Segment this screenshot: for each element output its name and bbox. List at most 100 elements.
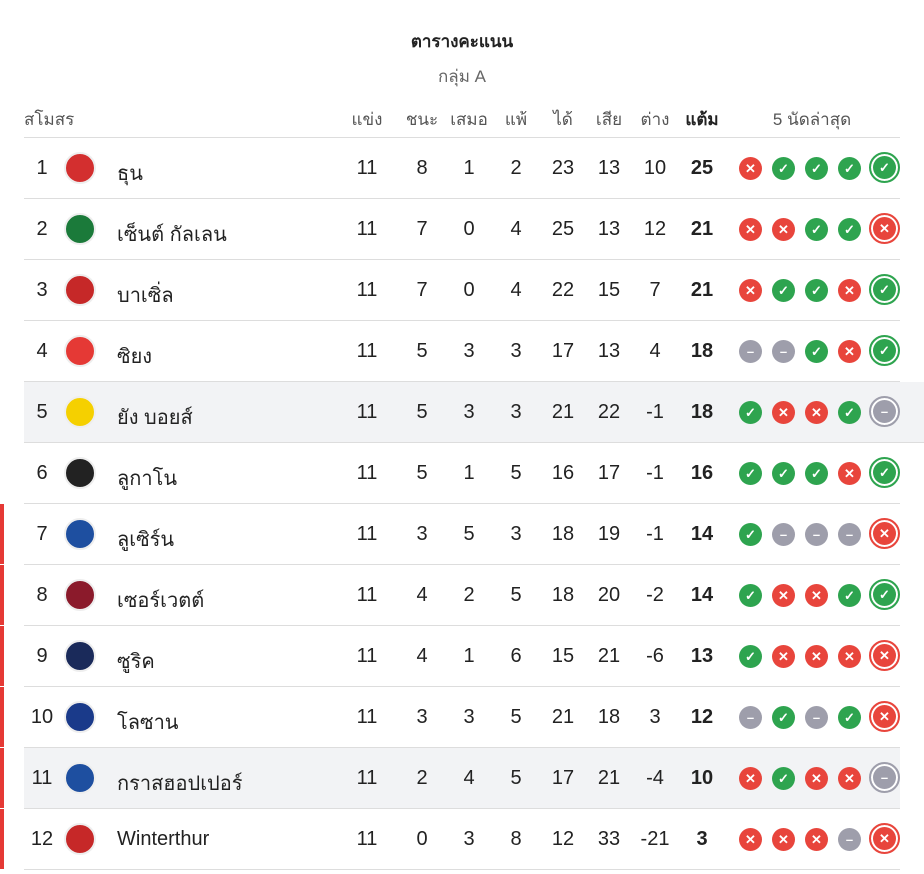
table-row[interactable]: 2 เซ็นต์ กัลเลน 11 7 0 4 25 13 12 21 ✕ ✕ ✓ ✓ ✕ <box>24 199 900 260</box>
win-icon[interactable]: ✓ <box>772 157 795 180</box>
win-icon[interactable]: ✓ <box>838 584 861 607</box>
draw-icon[interactable]: – <box>805 523 828 546</box>
table-row[interactable]: 9 ซูริค 11 4 1 6 15 21 -6 13 ✓ ✕ ✕ ✕ ✕ <box>0 626 900 687</box>
stat-ga: 19 <box>597 523 621 545</box>
table-row[interactable]: 5 ยัง บอยส์ 11 5 3 3 21 22 -1 18 ✓ ✕ ✕ ✓ – <box>24 382 924 443</box>
club-name[interactable]: ซูริค <box>117 651 155 673</box>
loss-icon[interactable]: ✕ <box>838 462 861 485</box>
draw-icon[interactable]: – <box>838 523 861 546</box>
loss-icon[interactable]: ✕ <box>869 518 900 549</box>
win-icon[interactable]: ✓ <box>772 279 795 302</box>
win-icon[interactable]: ✓ <box>805 218 828 241</box>
club-name[interactable]: ยัง บอยส์ <box>117 407 193 429</box>
win-icon[interactable]: ✓ <box>869 152 900 183</box>
win-icon[interactable]: ✓ <box>805 462 828 485</box>
stat-w: 4 <box>416 584 428 606</box>
draw-icon[interactable]: – <box>739 340 762 363</box>
loss-icon[interactable]: ✕ <box>772 645 795 668</box>
win-icon[interactable]: ✓ <box>772 767 795 790</box>
club-name[interactable]: ธุน <box>117 163 143 185</box>
loss-icon[interactable]: ✕ <box>869 213 900 244</box>
loss-icon[interactable]: ✕ <box>838 340 861 363</box>
loss-icon[interactable]: ✕ <box>869 823 900 854</box>
stat-l: 5 <box>510 584 522 606</box>
table-row[interactable]: 8 เซอร์เวตต์ 11 4 2 5 18 20 -2 14 ✓ ✕ ✕ ✓ ✓ <box>0 565 900 626</box>
stat-gd: -1 <box>646 462 664 484</box>
win-icon[interactable]: ✓ <box>805 340 828 363</box>
draw-icon[interactable]: – <box>772 340 795 363</box>
table-row[interactable]: 6 ลูกาโน 11 5 1 5 16 17 -1 16 ✓ ✓ ✓ ✕ ✓ <box>24 443 900 504</box>
table-row[interactable]: 1 ธุน 11 8 1 2 23 13 10 25 ✕ ✓ ✓ ✓ ✓ <box>24 138 900 199</box>
loss-icon[interactable]: ✕ <box>805 584 828 607</box>
club-name[interactable]: บาเซิ่ล <box>117 285 174 307</box>
win-icon[interactable]: ✓ <box>772 462 795 485</box>
win-icon[interactable]: ✓ <box>739 401 762 424</box>
loss-icon[interactable]: ✕ <box>772 828 795 851</box>
draw-icon[interactable]: – <box>869 396 900 427</box>
zone-marker <box>0 687 4 747</box>
win-icon[interactable]: ✓ <box>739 584 762 607</box>
loss-icon[interactable]: ✕ <box>838 279 861 302</box>
win-icon[interactable]: ✓ <box>739 523 762 546</box>
club-name[interactable]: ลูเซิร์น <box>117 529 175 551</box>
club-logo <box>64 518 96 550</box>
loss-icon[interactable]: ✕ <box>805 767 828 790</box>
loss-icon[interactable]: ✕ <box>838 645 861 668</box>
table-row[interactable]: 4 ซิยง 11 5 3 3 17 13 4 18– – ✓ ✕ ✓ <box>24 321 900 382</box>
win-icon[interactable]: ✓ <box>805 157 828 180</box>
club-name[interactable]: เซอร์เวตต์ <box>117 590 205 612</box>
club-name[interactable]: ซิยง <box>117 346 153 368</box>
win-icon[interactable]: ✓ <box>869 335 900 366</box>
draw-icon[interactable]: – <box>739 706 762 729</box>
club-name[interactable]: กราสฮอปเปอร์ <box>117 773 243 795</box>
win-icon[interactable]: ✓ <box>869 274 900 305</box>
club-name[interactable]: ลูกาโน <box>117 468 178 490</box>
table-row[interactable]: 7 ลูเซิร์น 11 3 5 3 18 19 -1 14 ✓ – – – ✕ <box>0 504 900 565</box>
win-icon[interactable]: ✓ <box>838 401 861 424</box>
loss-icon[interactable]: ✕ <box>805 828 828 851</box>
win-icon[interactable]: ✓ <box>739 645 762 668</box>
win-icon[interactable]: ✓ <box>838 706 861 729</box>
win-icon[interactable]: ✓ <box>739 462 762 485</box>
rank: 6 <box>36 462 48 484</box>
loss-icon[interactable]: ✕ <box>739 767 762 790</box>
stat-pts: 18 <box>690 401 714 423</box>
loss-icon[interactable]: ✕ <box>805 645 828 668</box>
loss-icon[interactable]: ✕ <box>772 584 795 607</box>
loss-icon[interactable]: ✕ <box>869 640 900 671</box>
club-logo <box>64 457 96 489</box>
table-header: สโมสร แข่ง ชนะ เสมอ แพ้ ได้ เสีย ต่าง แต… <box>24 104 900 138</box>
loss-icon[interactable]: ✕ <box>739 157 762 180</box>
draw-icon[interactable]: – <box>838 828 861 851</box>
win-icon[interactable]: ✓ <box>838 218 861 241</box>
draw-icon[interactable]: – <box>869 762 900 793</box>
win-icon[interactable]: ✓ <box>838 157 861 180</box>
stat-p: 11 <box>356 767 378 789</box>
loss-icon[interactable]: ✕ <box>739 279 762 302</box>
loss-icon[interactable]: ✕ <box>772 401 795 424</box>
loss-icon[interactable]: ✕ <box>838 767 861 790</box>
loss-icon[interactable]: ✕ <box>772 218 795 241</box>
win-icon[interactable]: ✓ <box>869 579 900 610</box>
loss-icon[interactable]: ✕ <box>869 701 900 732</box>
draw-icon[interactable]: – <box>772 523 795 546</box>
win-icon[interactable]: ✓ <box>805 279 828 302</box>
table-row[interactable]: 10 โลซาน 11 3 3 5 21 18 3 12– ✓ – ✓ ✕ <box>0 687 900 748</box>
stat-pts: 21 <box>690 218 714 240</box>
table-row[interactable]: 3 บาเซิ่ล 11 7 0 4 22 15 7 21 ✕ ✓ ✓ ✕ ✓ <box>24 260 900 321</box>
win-icon[interactable]: ✓ <box>772 706 795 729</box>
win-icon[interactable]: ✓ <box>869 457 900 488</box>
stat-l: 3 <box>510 523 522 545</box>
table-row[interactable]: 12 Winterthur 11 0 3 8 12 33 -21 3 ✕ ✕ ✕ – ✕ <box>0 809 900 870</box>
club-name[interactable]: Winterthur <box>117 828 210 850</box>
draw-icon[interactable]: – <box>805 706 828 729</box>
loss-icon[interactable]: ✕ <box>739 828 762 851</box>
stat-pts: 25 <box>690 157 714 179</box>
stat-ga: 13 <box>597 218 621 240</box>
loss-icon[interactable]: ✕ <box>805 401 828 424</box>
table-row[interactable]: 11 กราสฮอปเปอร์ 11 2 4 5 17 21 -4 10 ✕ ✓ ✕ ✕ – <box>0 748 900 809</box>
club-name[interactable]: เซ็นต์ กัลเลน <box>117 224 227 246</box>
club-name[interactable]: โลซาน <box>117 712 179 734</box>
stat-d: 4 <box>463 767 475 789</box>
loss-icon[interactable]: ✕ <box>739 218 762 241</box>
